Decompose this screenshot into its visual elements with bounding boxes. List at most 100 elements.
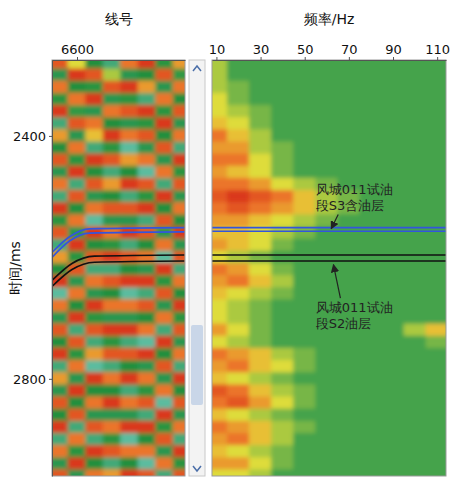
annotation-line: 段S2油层 xyxy=(316,316,372,331)
horizon-line xyxy=(212,260,446,262)
heatmap-cell xyxy=(249,469,272,476)
tick-label: 70 xyxy=(341,42,358,57)
heatmap-cell xyxy=(138,69,157,82)
heatmap-cell xyxy=(212,166,228,179)
tick: 2800 xyxy=(13,371,52,386)
heatmap-cell xyxy=(271,141,294,154)
heatmap-cell xyxy=(155,239,174,252)
heatmap-cell xyxy=(293,69,316,82)
axis-title: 频率/Hz xyxy=(304,11,355,27)
heatmap-cell xyxy=(103,433,122,446)
heatmap-cell xyxy=(426,421,446,434)
heatmap-cell xyxy=(271,178,294,191)
tick-mark xyxy=(393,57,394,60)
heatmap-cell xyxy=(227,93,250,106)
axis-title: 线号 xyxy=(105,11,133,27)
heatmap-cell xyxy=(271,287,294,300)
heatmap-cell xyxy=(68,397,87,410)
annotation: 风城011试油段S3含油层 xyxy=(316,182,393,229)
heatmap-cell xyxy=(315,227,338,240)
heatmap-cell xyxy=(120,433,139,446)
heatmap-cell xyxy=(293,154,316,167)
heatmap-cell xyxy=(155,178,174,191)
heatmap-cell xyxy=(155,141,174,154)
heatmap-cell xyxy=(249,445,272,458)
heatmap-cell xyxy=(404,117,427,130)
heatmap-cell xyxy=(271,166,294,179)
heatmap-cell xyxy=(155,81,174,94)
heatmap-cell xyxy=(138,60,157,70)
heatmap-cell xyxy=(52,166,69,179)
heatmap-cell xyxy=(103,190,122,203)
heatmap-cell xyxy=(249,166,272,179)
heatmap-cell xyxy=(68,154,87,167)
axis-line xyxy=(213,60,447,61)
heatmap-cell xyxy=(337,457,360,470)
heatmap-cell xyxy=(426,239,446,252)
heatmap-cell xyxy=(315,69,338,82)
heatmap-cell xyxy=(120,287,139,300)
heatmap-cell xyxy=(212,202,228,215)
heatmap-cell xyxy=(120,409,139,422)
heatmap-cell xyxy=(103,445,122,458)
heatmap-cell xyxy=(68,384,87,397)
heatmap-cell xyxy=(337,263,360,276)
annotation-arrow xyxy=(333,265,340,298)
tick-label: 10 xyxy=(209,42,226,57)
heatmap-cell xyxy=(249,409,272,422)
heatmap-cell xyxy=(271,336,294,349)
heatmap-cell xyxy=(426,227,446,240)
heatmap-cell xyxy=(155,60,174,70)
heatmap-cell xyxy=(68,69,87,82)
heatmap-cell xyxy=(249,384,272,397)
annotation-line: 风城011试油 xyxy=(316,182,393,197)
tick-label: 2400 xyxy=(13,129,46,144)
heatmap-cell xyxy=(271,397,294,410)
heatmap-cell xyxy=(337,384,360,397)
heatmap-cell xyxy=(404,239,427,252)
heatmap-cell xyxy=(173,287,185,300)
heatmap-cell xyxy=(52,384,69,397)
heatmap-cell xyxy=(138,117,157,130)
heatmap-cell xyxy=(381,93,404,106)
heatmap-cell xyxy=(359,287,382,300)
heatmap-cell xyxy=(173,81,185,94)
heatmap-cell xyxy=(315,154,338,167)
tick-label: 50 xyxy=(297,42,314,57)
tick-mark xyxy=(437,57,438,60)
heatmap-cell xyxy=(381,324,404,337)
heatmap-cell xyxy=(173,117,185,130)
heatmap-cell xyxy=(52,397,69,410)
heatmap-cell xyxy=(85,214,104,227)
chart: 660024002800线号时间/ms1030507090110频率/Hz风城0… xyxy=(0,0,456,482)
heatmap-cell xyxy=(52,251,69,264)
heatmap-cell xyxy=(381,409,404,422)
heatmap-cell xyxy=(212,60,228,70)
heatmap-cell xyxy=(293,469,316,476)
heatmap-cell xyxy=(227,251,250,264)
heatmap-cell xyxy=(52,129,69,142)
heatmap-cell xyxy=(381,117,404,130)
heatmap-cell xyxy=(426,129,446,142)
tick-label: 110 xyxy=(425,42,450,57)
heatmap-cell xyxy=(212,227,228,240)
heatmap-cell xyxy=(120,81,139,94)
heatmap-cell xyxy=(359,166,382,179)
heatmap-cell xyxy=(103,299,122,312)
heatmap-cell xyxy=(359,105,382,118)
heatmap-cell xyxy=(173,166,185,179)
heatmap-cell xyxy=(52,421,69,434)
heatmap-cell xyxy=(173,263,185,276)
heatmap-cell xyxy=(173,312,185,325)
heatmap-cell xyxy=(68,202,87,215)
heatmap-cell xyxy=(315,336,338,349)
heatmap-cell xyxy=(337,227,360,240)
heatmap-cell xyxy=(293,129,316,142)
heatmap-cell xyxy=(404,93,427,106)
heatmap-cell xyxy=(138,372,157,385)
heatmap-cell xyxy=(138,409,157,422)
heatmap-cell xyxy=(293,421,316,434)
heatmap-cell xyxy=(85,105,104,118)
heatmap-cell xyxy=(381,141,404,154)
heatmap-cell xyxy=(68,93,87,106)
